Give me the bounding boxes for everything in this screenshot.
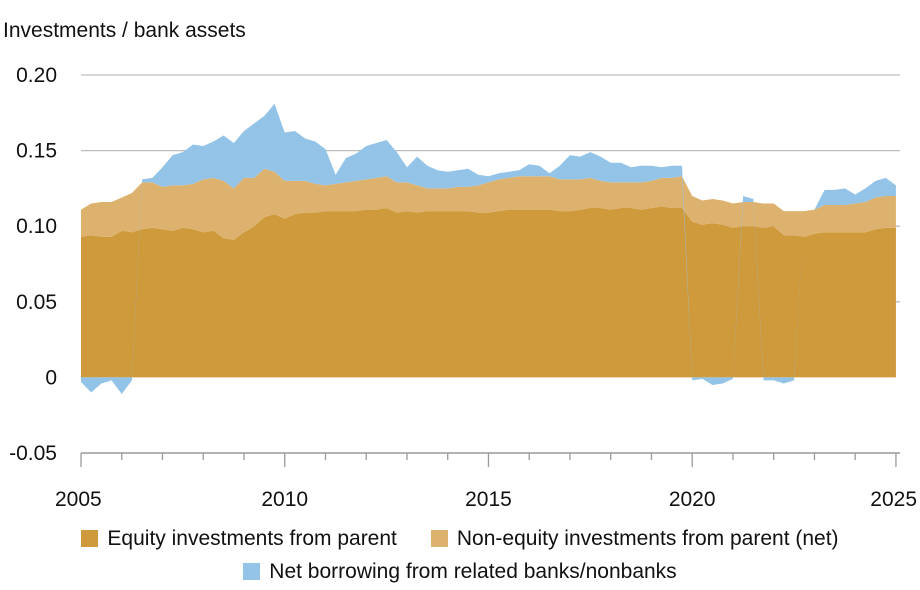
legend-label-net-borrowing: Net borrowing from related banks/nonbank… [269, 559, 677, 583]
axes [80, 452, 900, 467]
legend-item-non-equity: Non-equity investments from parent (net) [430, 526, 839, 551]
legend-item-net-borrowing: Net borrowing from related banks/nonbank… [243, 559, 677, 584]
legend-item-equity: Equity investments from parent [81, 526, 397, 551]
y-tick-label-2: 0.05 [16, 291, 57, 314]
x-tick-labels: 2005 2010 2015 2020 2025 [55, 488, 917, 511]
stacked-areas [81, 103, 896, 395]
y-tick-label-3: 0.10 [16, 215, 57, 238]
y-tick-label-0: -0.05 [9, 442, 57, 465]
y-tick-label-5: 0.20 [16, 64, 57, 87]
area-non-equity [81, 168, 896, 240]
y-tick-labels: -0.05 0 0.05 0.10 0.15 0.20 [9, 64, 57, 465]
legend-swatch-equity [81, 530, 99, 547]
legend: Equity investments from parent Non-equit… [0, 522, 920, 588]
x-tick-label-2005: 2005 [55, 488, 102, 511]
x-tick-label-2025: 2025 [870, 488, 917, 511]
y-tick-label-1: 0 [45, 366, 57, 389]
x-tick-label-2015: 2015 [465, 488, 512, 511]
y-axis-title: Investments / bank assets [3, 19, 246, 42]
x-tick-label-2010: 2010 [261, 488, 308, 511]
y-tick-label-4: 0.15 [16, 140, 57, 163]
x-tick-label-2020: 2020 [669, 488, 716, 511]
legend-row-1: Equity investments from parent Non-equit… [0, 522, 920, 555]
area-equity [81, 206, 896, 378]
legend-swatch-net-borrowing [243, 563, 261, 580]
area-net-borrowing [81, 103, 896, 395]
legend-row-2: Net borrowing from related banks/nonbank… [0, 555, 920, 588]
legend-swatch-non-equity [430, 530, 448, 547]
legend-label-equity: Equity investments from parent [107, 526, 397, 550]
legend-label-non-equity: Non-equity investments from parent (net) [456, 526, 839, 550]
